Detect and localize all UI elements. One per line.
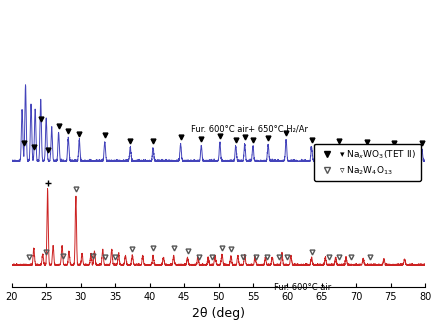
Legend: $\blacktriangledown$ Na$_x$WO$_3$(TET II), $\triangledown$ Na$_2$W$_4$O$_{13}$: $\blacktriangledown$ Na$_x$WO$_3$(TET II…: [314, 143, 421, 181]
Text: Fur. 600°C air: Fur. 600°C air: [274, 283, 331, 292]
Text: Fur. 600°C air+ 650°C H₂/Ar: Fur. 600°C air+ 650°C H₂/Ar: [191, 125, 308, 134]
X-axis label: 2θ (deg): 2θ (deg): [192, 307, 245, 320]
